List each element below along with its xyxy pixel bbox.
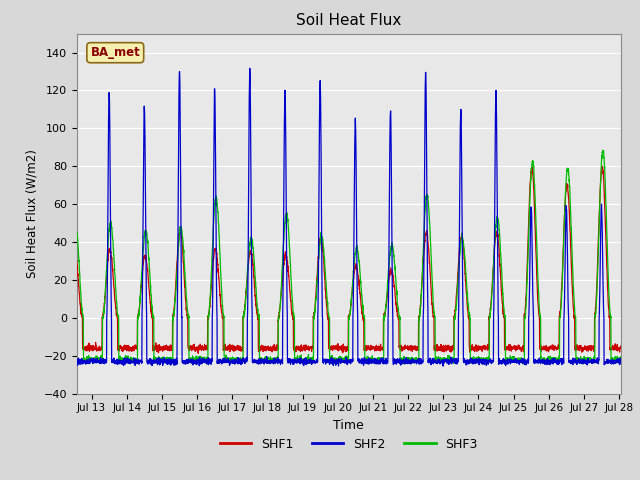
SHF1 (608, 346, 616, 352)
SHF1 (281, 253, 289, 259)
SHF1 (195, 350, 202, 356)
SHF2 (439, 363, 447, 369)
SHF1 (165, 345, 173, 350)
SHF1 (70, 246, 78, 252)
SHF3 (70, 224, 78, 230)
Line: SHF3: SHF3 (74, 150, 623, 364)
SHF3 (132, 358, 140, 363)
SHF1 (132, 345, 140, 351)
SHF2 (165, 359, 173, 365)
SHF2 (619, 359, 627, 364)
SHF1 (549, 347, 557, 352)
Text: BA_met: BA_met (90, 46, 140, 59)
SHF3 (619, 356, 627, 361)
SHF3 (165, 354, 173, 360)
SHF1 (598, 164, 606, 169)
SHF3 (304, 356, 312, 362)
Line: SHF1: SHF1 (74, 167, 623, 353)
SHF3 (280, 227, 288, 232)
SHF3 (549, 357, 557, 363)
SHF2 (549, 358, 557, 364)
SHF2 (608, 357, 616, 362)
SHF2 (132, 360, 140, 365)
Title: Soil Heat Flux: Soil Heat Flux (296, 13, 401, 28)
SHF2 (70, 87, 78, 93)
SHF3 (332, 361, 340, 367)
SHF2 (305, 360, 312, 365)
SHF1 (305, 343, 312, 349)
X-axis label: Time: Time (333, 419, 364, 432)
Line: SHF2: SHF2 (74, 68, 623, 366)
SHF3 (599, 147, 607, 153)
SHF1 (619, 345, 627, 350)
SHF2 (281, 108, 289, 114)
Legend: SHF1, SHF2, SHF3: SHF1, SHF2, SHF3 (214, 433, 483, 456)
SHF2 (246, 65, 253, 71)
Y-axis label: Soil Heat Flux (W/m2): Soil Heat Flux (W/m2) (25, 149, 38, 278)
SHF3 (608, 358, 616, 364)
